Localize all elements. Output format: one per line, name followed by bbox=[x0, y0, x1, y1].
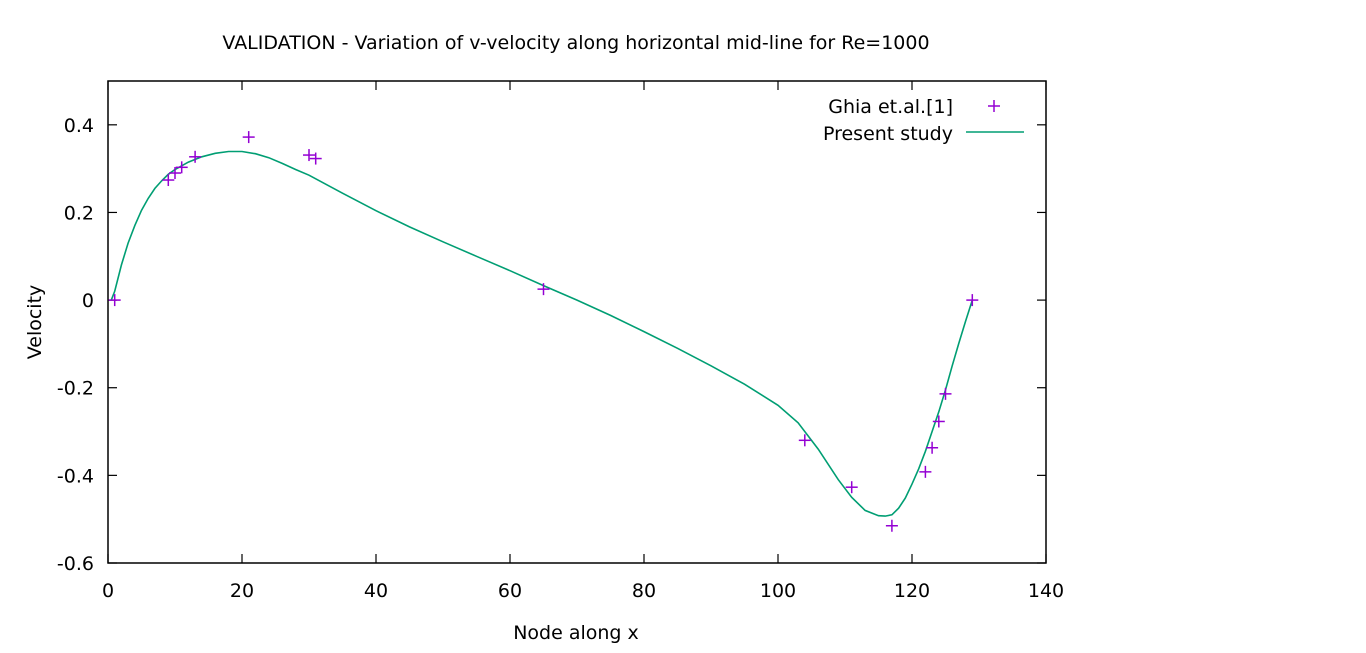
x-tick-label: 120 bbox=[894, 580, 930, 602]
x-tick-label: 40 bbox=[364, 580, 388, 602]
x-tick-label: 100 bbox=[760, 580, 796, 602]
y-tick-label: -0.6 bbox=[57, 553, 94, 575]
data-point-ghia bbox=[885, 519, 898, 532]
legend-label-present: Present study bbox=[823, 123, 953, 145]
x-tick-label: 60 bbox=[498, 580, 522, 602]
data-point-ghia bbox=[189, 150, 202, 163]
data-point-ghia bbox=[939, 387, 952, 400]
y-tick-label: -0.4 bbox=[57, 465, 94, 487]
y-tick-label: 0.4 bbox=[64, 115, 94, 137]
y-axis: -0.6 -0.4 -0.2 0 0.2 0.4 bbox=[57, 115, 1046, 575]
chart-title: VALIDATION - Variation of v-velocity alo… bbox=[222, 32, 929, 54]
x-axis-title: Node along x bbox=[513, 622, 639, 644]
legend-marker-ghia bbox=[988, 100, 1000, 112]
data-point-ghia bbox=[926, 441, 939, 454]
y-tick-label: -0.2 bbox=[57, 378, 94, 400]
data-point-ghia bbox=[309, 152, 322, 165]
data-point-ghia bbox=[966, 294, 979, 307]
y-tick-label: 0 bbox=[82, 290, 94, 312]
plot-frame bbox=[107, 80, 1047, 564]
x-tick-label: 0 bbox=[102, 580, 114, 602]
data-point-ghia bbox=[242, 131, 255, 144]
legend-plus-icon bbox=[988, 100, 1000, 112]
legend-label-ghia: Ghia et.al.[1] bbox=[828, 96, 953, 118]
data-point-ghia bbox=[932, 415, 945, 428]
data-point-ghia bbox=[303, 149, 315, 162]
data-point-ghia bbox=[162, 174, 175, 187]
data-point-ghia bbox=[108, 294, 121, 307]
series-line-present-study bbox=[110, 150, 974, 517]
series-layer bbox=[108, 131, 979, 532]
legend: Ghia et.al.[1] Present study bbox=[823, 96, 1024, 145]
x-tick-label: 20 bbox=[230, 580, 254, 602]
data-point-ghia bbox=[537, 283, 550, 296]
x-axis: 0 20 40 60 80 100 120 140 bbox=[102, 81, 1064, 602]
y-axis-title: Velocity bbox=[24, 285, 46, 360]
data-point-ghia bbox=[845, 481, 858, 494]
data-point-ghia bbox=[798, 434, 811, 447]
data-point-ghia bbox=[169, 167, 181, 180]
x-tick-label: 80 bbox=[632, 580, 656, 602]
data-point-ghia bbox=[175, 161, 188, 174]
y-tick-label: 0.2 bbox=[64, 202, 94, 224]
data-point-ghia bbox=[919, 465, 932, 478]
x-tick-label: 140 bbox=[1028, 580, 1064, 602]
